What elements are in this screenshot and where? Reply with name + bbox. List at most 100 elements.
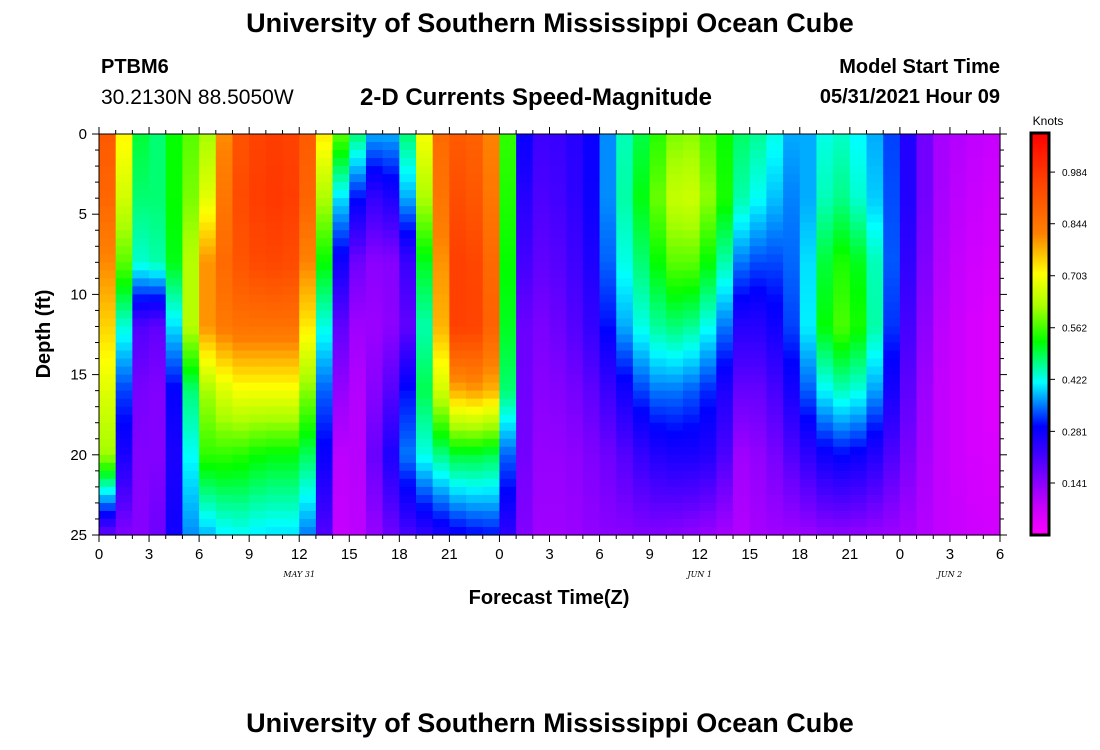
heatmap-cell — [666, 230, 684, 239]
heatmap-cell — [349, 366, 367, 376]
heatmap-cell — [466, 310, 484, 320]
heatmap-cell — [532, 526, 551, 536]
heatmap-cell — [449, 398, 467, 408]
heatmap-cell — [632, 326, 651, 336]
heatmap-cell — [866, 134, 884, 143]
heatmap-cell — [883, 230, 901, 239]
heatmap-cell — [432, 286, 450, 295]
heatmap-cell — [549, 390, 567, 400]
heatmap-cell — [182, 510, 200, 520]
heatmap-cell — [566, 462, 584, 472]
heatmap-cell — [315, 246, 334, 255]
heatmap-cell — [215, 430, 234, 440]
heatmap-cell — [299, 254, 317, 263]
heatmap-cell — [916, 478, 934, 488]
heatmap-cell — [516, 230, 534, 239]
heatmap-cell — [199, 406, 217, 416]
heatmap-cell — [199, 446, 217, 456]
heatmap-cell — [933, 430, 951, 440]
heatmap-cell — [949, 494, 968, 504]
heatmap-cell — [966, 526, 984, 536]
heatmap-cell — [249, 190, 267, 199]
heatmap-cell — [966, 318, 984, 328]
heatmap-cell — [766, 414, 784, 424]
heatmap-cell — [282, 230, 300, 239]
heatmap-cell — [733, 454, 751, 464]
heatmap-cell — [349, 462, 367, 472]
heatmap-cell — [299, 158, 317, 167]
heatmap-cell — [616, 286, 634, 295]
heatmap-cell — [199, 262, 217, 271]
heatmap-cell — [549, 478, 567, 488]
heatmap-cell — [99, 406, 117, 416]
heatmap-cell — [816, 318, 834, 328]
heatmap-cell — [666, 342, 684, 352]
heatmap-cell — [149, 382, 167, 392]
heatmap-cell — [582, 518, 601, 528]
heatmap-cell — [849, 142, 868, 151]
heatmap-cell — [682, 262, 701, 271]
heatmap-cell — [99, 358, 117, 368]
heatmap-cell — [949, 358, 968, 368]
heatmap-cell — [132, 470, 150, 480]
heatmap-cell — [766, 182, 784, 191]
heatmap-cell — [249, 502, 267, 512]
heatmap-cell — [799, 494, 818, 504]
heatmap-cell — [349, 518, 367, 528]
heatmap-cell — [249, 366, 267, 376]
heatmap-cell — [699, 326, 717, 336]
x-tick-label: 3 — [545, 546, 553, 563]
heatmap-cell — [983, 438, 1001, 448]
heatmap-cell — [449, 430, 467, 440]
heatmap-cell — [149, 390, 167, 400]
heatmap-cell — [499, 390, 517, 400]
heatmap-cell — [165, 462, 184, 472]
heatmap-cell — [199, 174, 217, 183]
heatmap-cell — [916, 214, 934, 223]
heatmap-cell — [432, 342, 450, 352]
heatmap-cell — [899, 286, 918, 295]
heatmap-cell — [149, 478, 167, 488]
heatmap-cell — [649, 318, 667, 328]
heatmap-cell — [566, 174, 584, 183]
heatmap-cell — [749, 494, 768, 504]
heatmap-cell — [215, 318, 234, 328]
heatmap-cell — [883, 462, 901, 472]
heatmap-cell — [783, 230, 801, 239]
heatmap-cell — [716, 238, 734, 247]
heatmap-cell — [582, 262, 601, 271]
heatmap-cell — [299, 446, 317, 456]
heatmap-cell — [649, 262, 667, 271]
heatmap-cell — [899, 318, 918, 328]
heatmap-cell — [816, 502, 834, 512]
heatmap-cell — [399, 422, 417, 432]
heatmap-cell — [199, 302, 217, 312]
heatmap-cell — [215, 310, 234, 320]
heatmap-cell — [799, 526, 818, 536]
heatmap-cell — [199, 134, 217, 143]
heatmap-cell — [199, 158, 217, 167]
heatmap-cell — [532, 182, 551, 191]
heatmap-cell — [165, 350, 184, 360]
heatmap-cell — [649, 358, 667, 368]
heatmap-cell — [132, 214, 150, 223]
heatmap-cell — [616, 206, 634, 215]
heatmap-cell — [282, 142, 300, 151]
x-tick-label: 6 — [595, 546, 603, 563]
heatmap-cell — [99, 150, 117, 159]
heatmap-cell — [949, 318, 968, 328]
heatmap-cell — [432, 390, 450, 400]
heatmap-cell — [199, 278, 217, 287]
heatmap-cell — [399, 462, 417, 472]
heatmap-cell — [416, 414, 434, 424]
heatmap-cell — [182, 454, 200, 464]
heatmap-cell — [649, 438, 667, 448]
heatmap-cell — [199, 438, 217, 448]
heatmap-cell — [232, 238, 250, 247]
heatmap-cell — [399, 318, 417, 328]
heatmap-cell — [249, 422, 267, 432]
heatmap-cell — [749, 446, 768, 456]
heatmap-cell — [916, 526, 934, 536]
heatmap-cell — [399, 198, 417, 207]
heatmap-cell — [799, 398, 818, 408]
